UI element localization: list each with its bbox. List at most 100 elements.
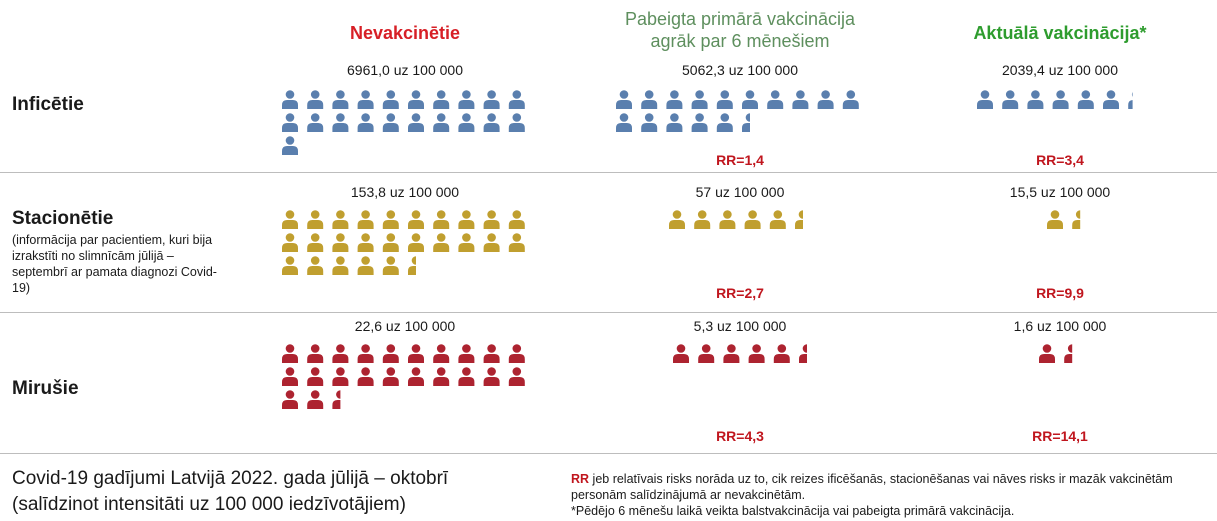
icon-body — [332, 123, 349, 132]
person-icon — [282, 367, 298, 386]
icon-body — [769, 220, 786, 229]
icon-body — [616, 100, 632, 109]
icon-head — [336, 367, 345, 376]
icon-head — [285, 344, 295, 353]
icon-body — [1047, 220, 1063, 229]
icon-head — [770, 90, 780, 99]
icon-body — [433, 100, 450, 109]
person-icon — [483, 113, 500, 132]
icon-head — [285, 136, 295, 145]
person-icon — [508, 113, 525, 132]
icon-head — [1056, 90, 1065, 99]
person-icon — [408, 256, 416, 275]
icon-head — [411, 367, 421, 376]
icon-body — [282, 266, 298, 275]
icon-body — [382, 100, 399, 109]
person-icon — [1072, 210, 1081, 229]
icon-body — [616, 123, 632, 132]
person-icon — [458, 233, 475, 252]
icon-body — [1072, 220, 1081, 229]
icon-body — [641, 100, 658, 109]
person-icon — [508, 233, 525, 252]
person-icon — [307, 367, 324, 386]
person-icon — [694, 210, 711, 229]
icon-head — [462, 344, 471, 353]
icon-head — [846, 90, 856, 99]
icon-head — [462, 367, 471, 376]
person-icon — [716, 90, 733, 109]
person-icon — [742, 113, 750, 132]
person-icon — [357, 90, 374, 109]
icon-body — [332, 377, 349, 386]
icon-head — [720, 90, 730, 99]
separator — [0, 312, 1217, 313]
icon-head — [1042, 344, 1052, 353]
icon-body — [357, 354, 374, 363]
icon-body — [508, 377, 525, 386]
icon-body — [691, 123, 708, 132]
icon-body — [483, 100, 500, 109]
icon-body — [282, 220, 298, 229]
icon-body — [1064, 354, 1073, 363]
icon-head — [644, 113, 654, 122]
icon-body — [408, 243, 424, 252]
person-icon — [332, 90, 349, 109]
icon-body — [307, 377, 324, 386]
rate-label: 2039,4 uz 100 000 — [1002, 62, 1118, 78]
icon-body — [307, 100, 324, 109]
icon-head — [487, 367, 496, 376]
icon-body — [458, 100, 475, 109]
person-icon — [382, 90, 399, 109]
person-icon — [357, 344, 374, 363]
person-icon — [282, 90, 298, 109]
person-icon — [382, 256, 399, 275]
icon-head — [285, 113, 295, 122]
person-icon — [483, 367, 500, 386]
person-icon — [458, 367, 475, 386]
person-icon — [282, 233, 298, 252]
icon-body — [307, 123, 324, 132]
icon-body — [332, 100, 349, 109]
rate-label: 5,3 uz 100 000 — [693, 318, 787, 334]
row-label: Mirušie — [12, 378, 79, 399]
person-icon — [817, 90, 834, 109]
icon-head — [411, 344, 421, 353]
icon-body — [307, 220, 324, 229]
rr-label: RR=9,9 — [1036, 285, 1084, 301]
person-icon — [1027, 90, 1044, 109]
icon-body — [408, 354, 424, 363]
icon-head — [336, 113, 345, 122]
person-icon — [357, 367, 374, 386]
icon-head — [285, 90, 295, 99]
person-icon — [332, 233, 349, 252]
person-icon — [282, 136, 298, 155]
icon-head — [462, 210, 471, 219]
icon-body — [666, 100, 683, 109]
icon-body — [382, 266, 399, 275]
person-icon — [357, 233, 374, 252]
person-icon — [458, 344, 475, 363]
icon-body — [1039, 354, 1055, 363]
icon-head — [462, 113, 471, 122]
icon-body — [723, 354, 740, 363]
person-icon — [433, 233, 450, 252]
rate-label: 153,8 uz 100 000 — [350, 184, 460, 200]
person-icon — [408, 90, 424, 109]
person-icon — [433, 210, 450, 229]
icon-head — [336, 90, 345, 99]
person-icon — [382, 367, 399, 386]
icon-body — [483, 354, 500, 363]
icon-body — [408, 377, 424, 386]
icon-head — [310, 90, 320, 99]
icon-head — [386, 113, 396, 122]
icon-head — [619, 90, 629, 99]
icon-body — [307, 243, 324, 252]
person-icon — [382, 344, 399, 363]
icon-head — [386, 90, 396, 99]
person-icon — [799, 344, 807, 363]
person-icon — [307, 113, 324, 132]
icon-body — [332, 220, 349, 229]
icon-body — [357, 266, 374, 275]
icon-body — [1052, 100, 1069, 109]
footer-title: Covid-19 gadījumi Latvijā 2022. gada jūl… — [12, 466, 448, 518]
